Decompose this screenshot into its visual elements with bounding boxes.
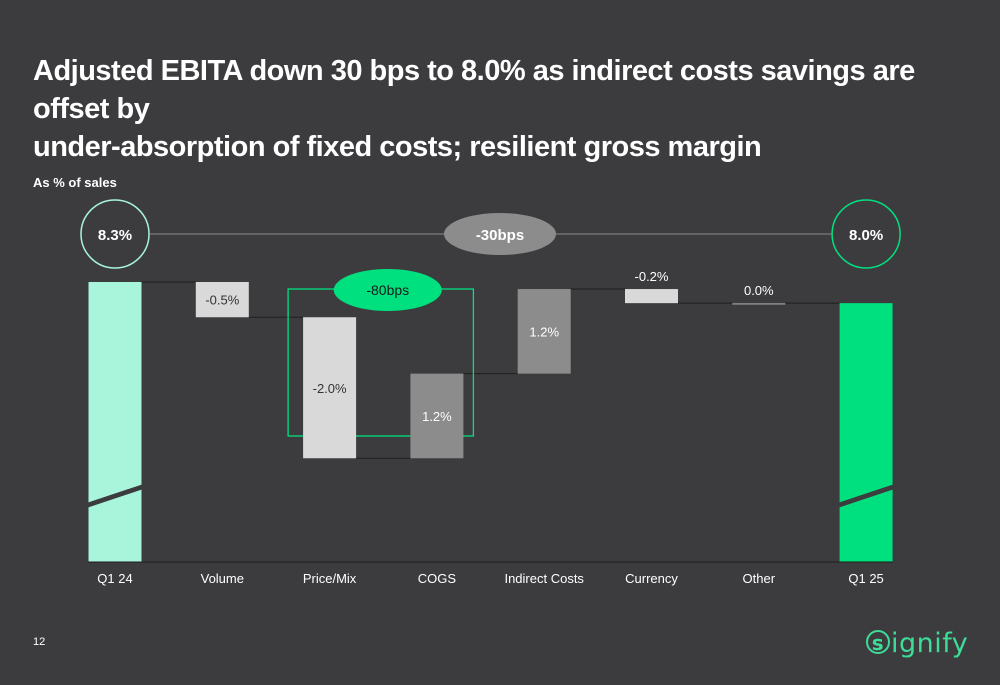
tick-label-q1-25: Q1 25 <box>848 571 883 586</box>
data-label-price-mix: -2.0% <box>313 381 347 396</box>
tick-label-currency: Currency <box>625 571 678 586</box>
data-label-indirect-costs: 1.2% <box>529 324 559 339</box>
tick-label-other: Other <box>743 571 776 586</box>
data-label-currency: -0.2% <box>635 269 669 284</box>
bar-currency <box>625 289 678 304</box>
title-line-1: Adjusted EBITA down 30 bps to 8.0% as in… <box>33 55 915 125</box>
bar-q1-25 <box>839 303 893 562</box>
page-number: 12 <box>33 636 46 648</box>
bar-cogs <box>410 373 464 459</box>
gross-margin-badge <box>333 269 442 311</box>
tick-label-volume: Volume <box>201 571 244 586</box>
axis-break-q1-24 <box>86 484 144 508</box>
data-label-volume: -0.5% <box>205 293 239 308</box>
axis-break-q1-25 <box>837 484 895 508</box>
tick-label-q1-24: Q1 24 <box>97 571 132 586</box>
total-circle-q1-24 <box>80 199 150 269</box>
page-title: Adjusted EBITA down 30 bps to 8.0% as in… <box>33 52 973 166</box>
bar-indirect-costs <box>517 289 571 374</box>
data-label-cogs: 1.2% <box>422 409 452 424</box>
logo-mark: s <box>866 630 890 655</box>
tick-label-cogs: COGS <box>418 571 457 586</box>
bar-price-mix <box>303 317 357 459</box>
total-circle-q1-25 <box>831 199 901 269</box>
logo-text: ignify <box>891 628 969 659</box>
data-label-q1-24: 8.3% <box>98 227 132 244</box>
tick-label-price-mix: Price/Mix <box>303 571 357 586</box>
bar-volume <box>195 282 249 318</box>
overall-change-badge <box>444 213 556 255</box>
overall-change-label: -30bps <box>476 227 524 244</box>
data-label-q1-25: 8.0% <box>849 227 883 244</box>
unit-label: As % of sales <box>33 175 117 190</box>
bar-other <box>732 303 786 305</box>
signify-logo: s ignify <box>866 628 968 659</box>
tick-label-indirect-costs: Indirect Costs <box>504 571 584 586</box>
gross-margin-label: -80bps <box>366 282 409 298</box>
title-line-2: under-absorption of fixed costs; resilie… <box>33 131 762 163</box>
bar-q1-24 <box>88 282 142 562</box>
data-label-other: 0.0% <box>744 283 774 298</box>
